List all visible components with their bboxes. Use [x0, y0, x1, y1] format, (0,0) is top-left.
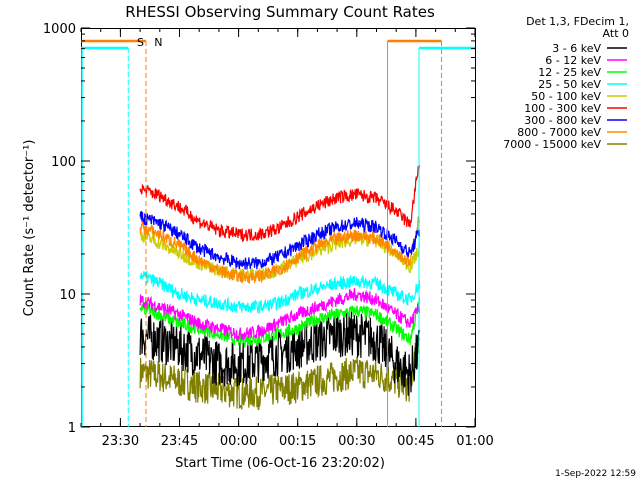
x-tick-label: 00:30: [338, 434, 375, 449]
x-tick-label: 23:45: [161, 434, 198, 449]
series-layer: [139, 164, 421, 411]
legend-entry-label: 6 - 12 keV: [545, 54, 601, 67]
series-line-7: [139, 215, 421, 285]
y-tick-label: 10: [59, 288, 76, 303]
y-axis-label: Count Rate (s⁻¹ detector⁻¹): [22, 140, 37, 317]
date-stamp: 1-Sep-2022 12:59: [555, 469, 636, 479]
series-line-8: [139, 336, 421, 411]
series-line-3: [139, 270, 421, 314]
series-line-5: [139, 164, 421, 243]
annotation-label: S: [137, 36, 144, 49]
series-line-0: [139, 311, 421, 396]
legend-entry-label: 25 - 50 keV: [538, 78, 601, 91]
x-tick-label: 00:00: [220, 434, 257, 449]
x-tick-label: 23:30: [102, 434, 139, 449]
x-axis-label: Start Time (06-Oct-16 23:20:02): [175, 456, 385, 471]
legend-entry-label: 300 - 800 keV: [524, 114, 601, 127]
legend-entry-label: 3 - 6 keV: [552, 42, 601, 55]
legend-header-line-1: Det 1,3, FDecim 1,: [526, 15, 629, 28]
annotation-label: N: [154, 36, 162, 49]
legend-entry-label: 7000 - 15000 keV: [503, 138, 601, 151]
y-tick-label: 1000: [43, 22, 76, 37]
legend-entry-label: 800 - 7000 keV: [517, 126, 601, 139]
x-tick-label: 00:15: [279, 434, 316, 449]
axis-layer: 1 10 100 1000 23:30 23:45 00:00 00:15 00:30 00:45…: [43, 22, 494, 449]
legend-entry-label: 100 - 300 keV: [524, 102, 601, 115]
series-line-2: [139, 297, 421, 348]
y-tick-label: 1: [68, 421, 76, 436]
x-tick-label: 01:00: [456, 434, 493, 449]
chart-title: RHESSI Observing Summary Count Rates: [125, 3, 435, 21]
x-tick-label: 00:45: [397, 434, 434, 449]
legend-entry-label: 50 - 100 keV: [531, 90, 601, 103]
legend-header-line-2: Att 0: [603, 27, 629, 40]
series-line-6: [139, 211, 421, 270]
y-tick-label: 100: [51, 155, 76, 170]
legend-entry-label: 12 - 25 keV: [538, 66, 601, 79]
series-line-1: [139, 288, 421, 342]
